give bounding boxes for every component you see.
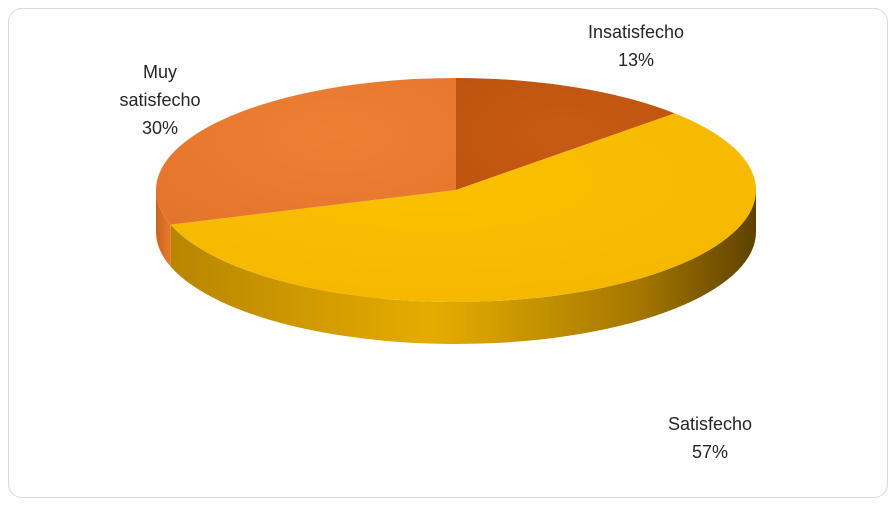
data-label-value-satisfecho: 57% (692, 442, 728, 462)
data-label-satisfecho: Satisfecho 57% (668, 414, 752, 462)
data-label-name-muy-satisfecho: satisfecho (119, 90, 200, 110)
data-label-name-satisfecho: Satisfecho (668, 414, 752, 434)
data-label-muy-satisfecho: Muy satisfecho 30% (119, 62, 200, 138)
data-label-name-insatisfecho: Insatisfecho (588, 22, 684, 42)
pie-top-layer (155, 78, 756, 302)
pie-side-muy-satisfecho (156, 190, 171, 267)
pie-side-layer (156, 190, 756, 344)
pie-slice-satisfecho (170, 113, 756, 302)
pie-side-satisfecho (170, 190, 756, 344)
pie-label-layer: Insatisfecho 13% Satisfecho 57% Muy satisfech… (119, 22, 752, 462)
data-label-value-muy-satisfecho: 30% (142, 118, 178, 138)
pie-slice-muy-satisfecho (155, 78, 456, 225)
data-label-value-insatisfecho: 13% (618, 50, 654, 70)
pie-slice-insatisfecho (456, 78, 675, 190)
data-label-insatisfecho: Insatisfecho 13% (588, 22, 684, 70)
data-label-name-muy-satisfecho: Muy (143, 62, 177, 82)
